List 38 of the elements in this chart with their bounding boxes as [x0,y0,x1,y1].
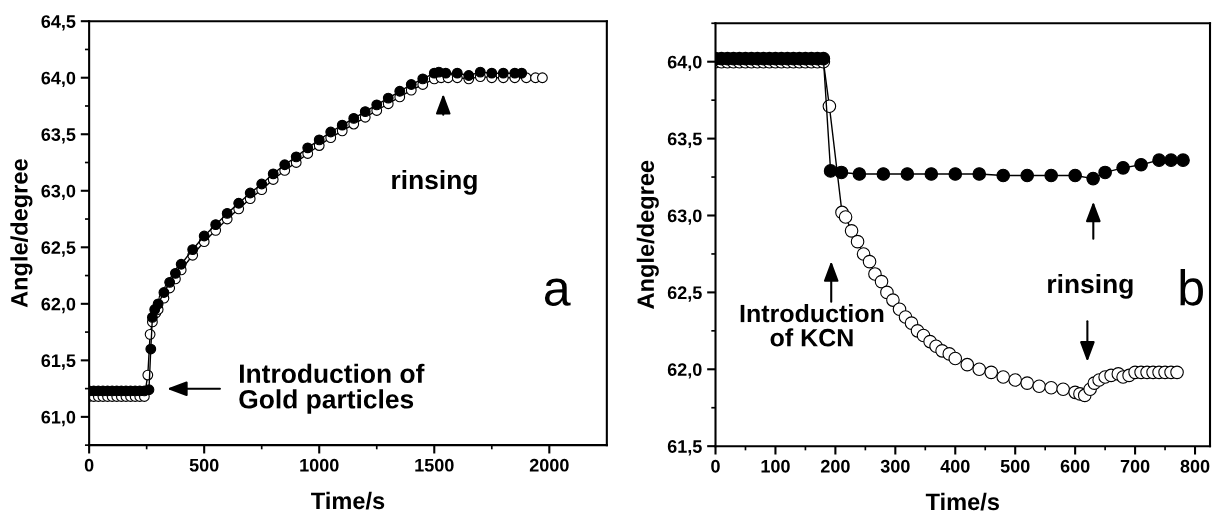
y-tick-label: 62,0 [667,363,702,379]
x-axis-title: Time/s [925,492,999,511]
y-tick-label: 64,0 [41,71,76,88]
x-tick-label: 600 [1060,459,1090,473]
y-tick-label: 63,0 [667,209,702,225]
x-tick-label: 700 [1120,459,1150,473]
y-tick-label: 61,0 [41,410,76,427]
x-tick-label: 2000 [529,458,569,472]
y-axis-title: Angle/degree [10,159,33,308]
x-tick-label: 1500 [415,458,454,472]
x-tick-label: 300 [880,459,910,473]
annotation: rinsing [392,169,477,195]
x-tick-label: 200 [820,459,850,473]
y-tick-label: 61,5 [41,354,76,370]
x-tick-label: 500 [189,458,219,472]
annotation: a [544,278,571,306]
y-tick-label: 63,5 [667,132,702,148]
x-tick-label: 800 [1180,459,1210,473]
y-tick-label: 64,5 [41,15,76,31]
x-tick-label: 400 [940,459,970,473]
x-tick-label: 500 [1000,459,1030,473]
x-tick-label: 100 [761,459,790,473]
annotation: b [1180,268,1203,306]
y-tick-label: 63,0 [41,184,76,201]
y-tick-label: 64,0 [667,55,702,72]
annotation: Introduction of Gold particles [239,363,425,414]
y-tick-label: 62,5 [41,241,76,257]
annotation: rinsing [1048,273,1133,299]
annotation: Introduction of KCN [740,304,884,347]
x-tick-label: 1000 [300,458,339,472]
x-tick-label: 0 [711,459,720,473]
y-tick-label: 62,5 [667,286,702,302]
y-tick-label: 61,5 [667,440,702,456]
x-axis-title: Time/s [311,491,385,510]
x-tick-label: 0 [84,458,94,472]
y-tick-label: 62,0 [41,297,76,314]
y-tick-label: 63,5 [41,128,76,144]
y-axis-title: Angle/degree [636,160,659,309]
